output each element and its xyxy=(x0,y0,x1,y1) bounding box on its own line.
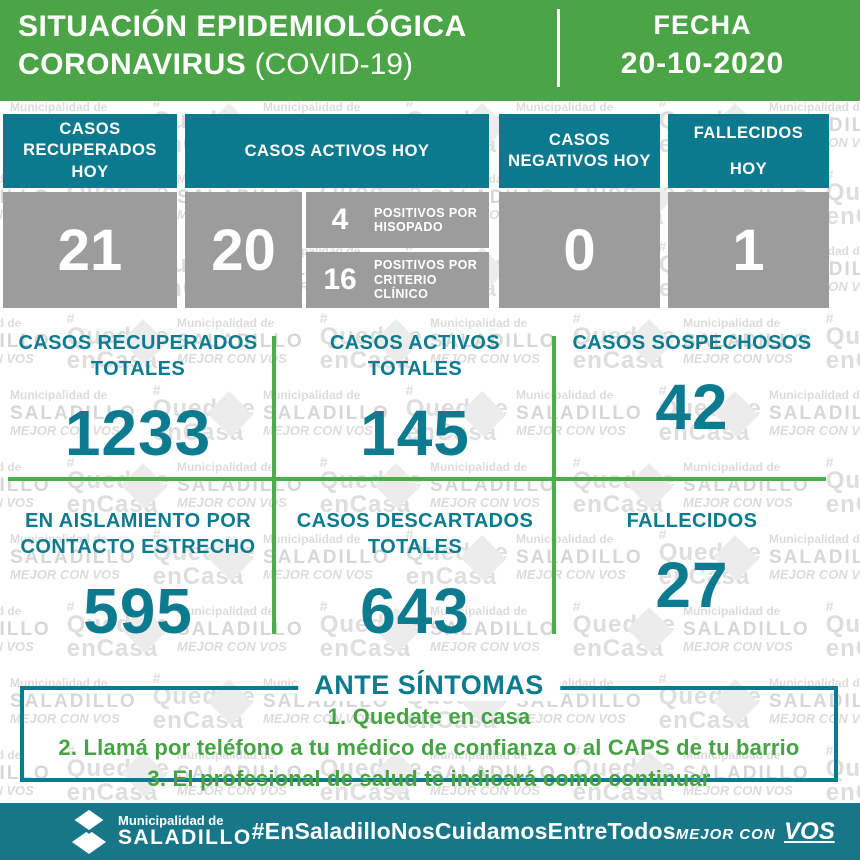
deceased-total-value: 27 xyxy=(655,549,729,621)
title-line1: SITUACIÓN EPIDEMIOLÓGICA xyxy=(18,10,467,43)
negative-today-value: 0 xyxy=(499,192,660,308)
breakdown-swab-row: 4 POSITIVOS POR HISOPADO xyxy=(306,192,489,248)
negative-today-box: CASOS NEGATIVOS HOY 0 xyxy=(499,114,660,308)
total-active-cell: CASOS ACTIVOS TOTALES 145 xyxy=(284,330,546,470)
deceased-total-label: FALLECIDOS xyxy=(626,510,758,532)
active-today-box: CASOS ACTIVOS HOY 20 4 POSITIVOS POR HIS… xyxy=(185,114,489,308)
symptoms-list: 1. Quedate en casa 2. Llamá por teléfono… xyxy=(24,706,834,790)
footer-bar: Municipalidad de SALADILLO #EnSaladilloN… xyxy=(0,803,860,860)
recovered-today-label: CASOS RECUPERADOS HOY xyxy=(3,114,177,188)
isolation-cell: EN AISLAMIENTO POR CONTACTO ESTRECHO 595 xyxy=(10,508,266,648)
total-active-label: CASOS ACTIVOS TOTALES xyxy=(329,332,501,380)
deceased-today-value: 1 xyxy=(668,192,829,308)
date-block: FECHA 20-10-2020 xyxy=(575,10,830,81)
active-today-body: 20 4 POSITIVOS POR HISOPADO 16 POSITIVOS… xyxy=(185,192,489,308)
isolation-value: 595 xyxy=(83,575,193,647)
saladillo-diamonds-icon xyxy=(70,807,108,856)
date-value: 20-10-2020 xyxy=(620,47,785,80)
suspected-cases-label: CASOS SOSPECHOSOS xyxy=(572,332,812,354)
title-covid19: (COVID-19) xyxy=(246,48,413,81)
symptoms-box: ANTE SÍNTOMAS 1. Quedate en casa 2. Llam… xyxy=(20,670,838,790)
municipality-name: Municipalidad de SALADILLO xyxy=(118,814,252,850)
symptoms-item-1: 1. Quedate en casa xyxy=(327,704,531,729)
municipality-logo: Municipalidad de SALADILLO xyxy=(70,807,252,856)
vertical-divider-line-2 xyxy=(552,336,556,634)
active-today-label: CASOS ACTIVOS HOY xyxy=(185,114,489,188)
totals-grid: CASOS RECUPERADOS TOTALES 1233 CASOS ACT… xyxy=(0,318,860,660)
footer-hashtag: #EnSaladilloNosCuidamosEntreTodos xyxy=(251,818,676,844)
recovered-today-value: 21 xyxy=(3,192,177,308)
breakdown-clinical-label: POSITIVOS POR CRITERIO CLÍNICO xyxy=(374,258,478,302)
horizontal-divider-line xyxy=(8,477,826,481)
municipality-name-line2: SALADILLO xyxy=(118,826,252,850)
total-recovered-value: 1233 xyxy=(64,397,212,469)
deceased-total-cell: FALLECIDOS 27 xyxy=(564,508,820,622)
active-today-value: 20 xyxy=(185,192,302,308)
active-breakdown: 4 POSITIVOS POR HISOPADO 16 POSITIVOS PO… xyxy=(306,192,489,308)
isolation-label: EN AISLAMIENTO POR CONTACTO ESTRECHO xyxy=(20,510,256,558)
today-stats-row: CASOS RECUPERADOS HOY 21 CASOS ACTIVOS H… xyxy=(0,114,860,310)
discarded-value: 643 xyxy=(360,575,470,647)
slogan-vos: VOS xyxy=(784,817,835,845)
page-title: SITUACIÓN EPIDEMIOLÓGICA CORONAVIRUS (CO… xyxy=(18,10,467,82)
breakdown-swab-value: 4 xyxy=(331,203,349,236)
deceased-today-label: FALLECIDOS HOY xyxy=(668,114,829,188)
symptoms-item-2: 2. Llamá por teléfono a tu médico de con… xyxy=(58,735,800,760)
title-coronavirus: CORONAVIRUS xyxy=(18,48,247,81)
recovered-today-box: CASOS RECUPERADOS HOY 21 xyxy=(3,114,177,308)
breakdown-clinical-value: 16 xyxy=(323,263,357,296)
date-label: FECHA xyxy=(653,10,752,40)
total-recovered-cell: CASOS RECUPERADOS TOTALES 1233 xyxy=(10,330,266,470)
symptoms-title: ANTE SÍNTOMAS xyxy=(298,670,560,701)
breakdown-clinical-row: 16 POSITIVOS POR CRITERIO CLÍNICO xyxy=(306,252,489,308)
header-divider xyxy=(557,9,560,87)
suspected-cases-cell: CASOS SOSPECHOSOS 42 xyxy=(564,330,820,444)
title-line2: CORONAVIRUS (COVID-19) xyxy=(18,48,467,82)
discarded-cell: CASOS DESCARTADOS TOTALES 643 xyxy=(284,508,546,648)
footer-slogan: MEJOR CON VOS xyxy=(676,818,835,846)
municipality-name-line1: Municipalidad de xyxy=(118,812,224,828)
negative-today-label: CASOS NEGATIVOS HOY xyxy=(499,114,660,188)
deceased-today-box: FALLECIDOS HOY 1 xyxy=(668,114,829,308)
total-active-value: 145 xyxy=(360,397,470,469)
discarded-label: CASOS DESCARTADOS TOTALES xyxy=(296,510,534,558)
header-banner: SITUACIÓN EPIDEMIOLÓGICA CORONAVIRUS (CO… xyxy=(0,0,860,101)
breakdown-swab-label: POSITIVOS POR HISOPADO xyxy=(374,205,478,234)
symptoms-item-3: 3. El profesional de salud te indicará c… xyxy=(147,766,711,791)
slogan-mejor-con: MEJOR CON xyxy=(675,825,776,843)
suspected-cases-value: 42 xyxy=(655,371,729,443)
vertical-divider-line-1 xyxy=(272,336,276,634)
total-recovered-label: CASOS RECUPERADOS TOTALES xyxy=(18,332,258,380)
